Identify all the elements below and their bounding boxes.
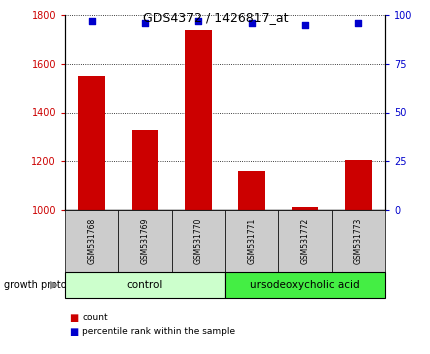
Bar (78, 76, 105, 210)
Bar (344, 160, 371, 210)
Text: GSM531772: GSM531772 (300, 218, 309, 264)
Text: GSM531770: GSM531770 (194, 218, 203, 264)
Text: GDS4372 / 1426817_at: GDS4372 / 1426817_at (142, 11, 288, 24)
Point (141, 20, 148, 25)
Text: ■: ■ (69, 327, 78, 337)
Text: GSM531771: GSM531771 (246, 218, 255, 264)
Point (301, 22, 308, 28)
Point (194, 18, 201, 24)
Point (248, 20, 255, 25)
Bar (131, 130, 158, 210)
Bar (291, 207, 318, 210)
Text: ursodeoxycholic acid: ursodeoxycholic acid (249, 280, 359, 290)
Text: growth protocol: growth protocol (4, 280, 81, 290)
Text: control: control (126, 280, 163, 290)
Point (354, 20, 361, 25)
Point (88, 18, 95, 24)
Bar (184, 30, 211, 210)
Text: percentile rank within the sample: percentile rank within the sample (82, 327, 235, 337)
Bar (238, 171, 264, 210)
Text: count: count (82, 314, 108, 322)
Text: GSM531773: GSM531773 (353, 218, 362, 264)
Text: ■: ■ (69, 313, 78, 323)
Text: ▶: ▶ (50, 280, 58, 290)
Text: GSM531768: GSM531768 (87, 218, 96, 264)
Text: GSM531769: GSM531769 (140, 218, 149, 264)
